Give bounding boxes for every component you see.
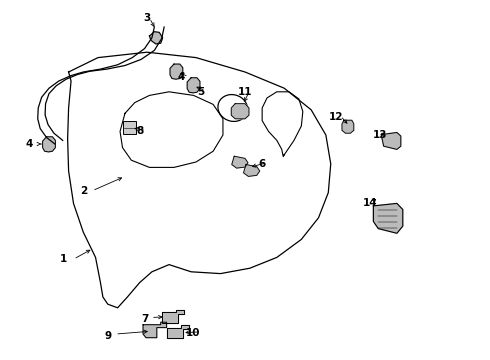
Polygon shape: [162, 310, 184, 323]
Polygon shape: [170, 64, 183, 79]
Text: 8: 8: [136, 126, 143, 136]
Text: 7: 7: [141, 314, 148, 324]
Text: 3: 3: [144, 13, 150, 23]
Text: 4: 4: [25, 139, 33, 149]
Polygon shape: [149, 32, 163, 44]
FancyBboxPatch shape: [123, 121, 136, 134]
Text: 1: 1: [60, 254, 67, 264]
Polygon shape: [43, 137, 55, 152]
Text: 14: 14: [363, 198, 377, 208]
Text: 12: 12: [328, 112, 343, 122]
Polygon shape: [232, 156, 248, 168]
Text: 9: 9: [104, 330, 111, 341]
Text: 13: 13: [372, 130, 387, 140]
Text: 2: 2: [80, 186, 87, 196]
Polygon shape: [167, 325, 189, 338]
Polygon shape: [381, 132, 401, 149]
Text: 5: 5: [197, 87, 204, 97]
Polygon shape: [187, 78, 200, 93]
Polygon shape: [244, 165, 260, 176]
Polygon shape: [373, 203, 403, 233]
Text: 6: 6: [259, 159, 266, 169]
Polygon shape: [342, 120, 354, 133]
Text: 11: 11: [238, 87, 252, 97]
Polygon shape: [143, 322, 167, 338]
Text: 4: 4: [177, 72, 185, 82]
Polygon shape: [231, 104, 249, 119]
Text: 10: 10: [186, 328, 201, 338]
